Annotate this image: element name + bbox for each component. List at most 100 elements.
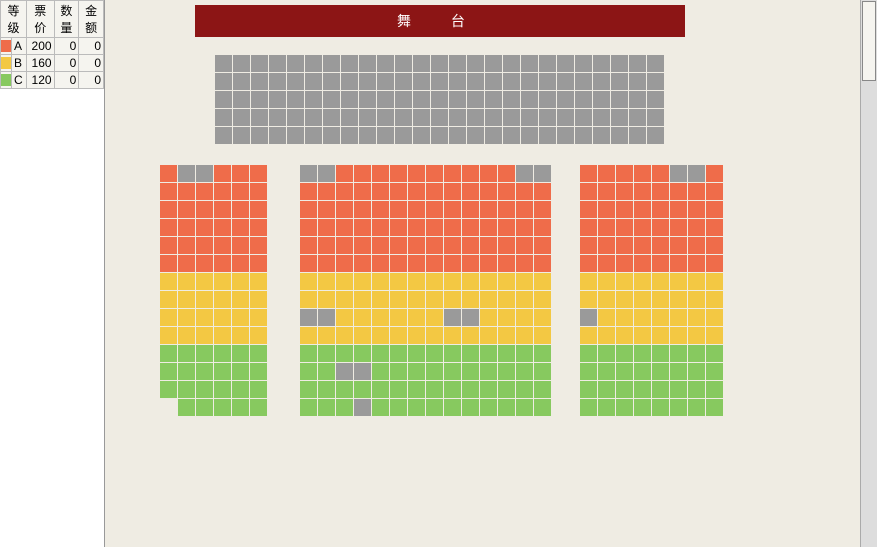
seat[interactable] — [444, 219, 461, 236]
seat[interactable] — [196, 381, 213, 398]
seat[interactable] — [354, 165, 371, 182]
seat[interactable] — [160, 345, 177, 362]
seat[interactable] — [485, 109, 502, 126]
seat[interactable] — [634, 273, 651, 290]
seat[interactable] — [616, 363, 633, 380]
seat[interactable] — [178, 273, 195, 290]
seat[interactable] — [178, 291, 195, 308]
seat[interactable] — [300, 291, 317, 308]
seat[interactable] — [372, 237, 389, 254]
seat[interactable] — [616, 399, 633, 416]
seat[interactable] — [534, 219, 551, 236]
seat[interactable] — [498, 273, 515, 290]
seat[interactable] — [178, 309, 195, 326]
seat[interactable] — [214, 273, 231, 290]
seat[interactable] — [160, 165, 177, 182]
seat[interactable] — [534, 237, 551, 254]
seat[interactable] — [652, 363, 669, 380]
seat[interactable] — [516, 201, 533, 218]
seat[interactable] — [580, 219, 597, 236]
seat[interactable] — [336, 327, 353, 344]
seat[interactable] — [178, 327, 195, 344]
seat[interactable] — [580, 273, 597, 290]
seat[interactable] — [652, 237, 669, 254]
seat[interactable] — [408, 309, 425, 326]
seat[interactable] — [706, 201, 723, 218]
seat[interactable] — [706, 165, 723, 182]
seat[interactable] — [444, 309, 461, 326]
seat[interactable] — [287, 73, 304, 90]
seat[interactable] — [611, 73, 628, 90]
seat[interactable] — [670, 255, 687, 272]
seat[interactable] — [498, 219, 515, 236]
seat[interactable] — [480, 183, 497, 200]
seat[interactable] — [647, 91, 664, 108]
seat[interactable] — [354, 255, 371, 272]
seat[interactable] — [160, 273, 177, 290]
seat[interactable] — [196, 255, 213, 272]
seat[interactable] — [652, 201, 669, 218]
seat[interactable] — [480, 237, 497, 254]
seat[interactable] — [516, 165, 533, 182]
seat[interactable] — [250, 201, 267, 218]
seat[interactable] — [372, 363, 389, 380]
seat[interactable] — [196, 165, 213, 182]
seat[interactable] — [480, 255, 497, 272]
seat[interactable] — [580, 381, 597, 398]
seat[interactable] — [178, 237, 195, 254]
seat[interactable] — [634, 237, 651, 254]
seat[interactable] — [232, 399, 249, 416]
seat[interactable] — [354, 201, 371, 218]
seat[interactable] — [616, 219, 633, 236]
seat[interactable] — [269, 55, 286, 72]
seat[interactable] — [377, 127, 394, 144]
seat[interactable] — [557, 73, 574, 90]
seat[interactable] — [160, 327, 177, 344]
seat[interactable] — [706, 399, 723, 416]
seat[interactable] — [598, 237, 615, 254]
seat[interactable] — [611, 109, 628, 126]
seat[interactable] — [214, 291, 231, 308]
seat[interactable] — [408, 273, 425, 290]
seat[interactable] — [498, 309, 515, 326]
seat[interactable] — [444, 363, 461, 380]
seat[interactable] — [670, 237, 687, 254]
seat[interactable] — [688, 381, 705, 398]
seat[interactable] — [323, 91, 340, 108]
seat[interactable] — [354, 399, 371, 416]
seat[interactable] — [323, 127, 340, 144]
seat[interactable] — [575, 73, 592, 90]
seat[interactable] — [503, 127, 520, 144]
seat[interactable] — [341, 91, 358, 108]
seat[interactable] — [305, 73, 322, 90]
seat[interactable] — [336, 381, 353, 398]
seat[interactable] — [160, 255, 177, 272]
seat[interactable] — [336, 219, 353, 236]
seat[interactable] — [503, 73, 520, 90]
seat[interactable] — [232, 219, 249, 236]
seat[interactable] — [318, 381, 335, 398]
seat[interactable] — [706, 273, 723, 290]
seat[interactable] — [462, 399, 479, 416]
seat[interactable] — [300, 237, 317, 254]
seat[interactable] — [598, 363, 615, 380]
seat[interactable] — [688, 183, 705, 200]
seat[interactable] — [408, 237, 425, 254]
seat[interactable] — [215, 127, 232, 144]
seat[interactable] — [250, 345, 267, 362]
seat[interactable] — [408, 345, 425, 362]
seat[interactable] — [575, 127, 592, 144]
seat[interactable] — [354, 219, 371, 236]
seat[interactable] — [354, 381, 371, 398]
seat[interactable] — [616, 327, 633, 344]
seat[interactable] — [480, 399, 497, 416]
seat[interactable] — [250, 219, 267, 236]
seat[interactable] — [516, 399, 533, 416]
seat[interactable] — [215, 91, 232, 108]
seat[interactable] — [214, 237, 231, 254]
seat[interactable] — [233, 73, 250, 90]
seat[interactable] — [251, 91, 268, 108]
seat[interactable] — [516, 345, 533, 362]
seat[interactable] — [616, 309, 633, 326]
seat[interactable] — [390, 381, 407, 398]
